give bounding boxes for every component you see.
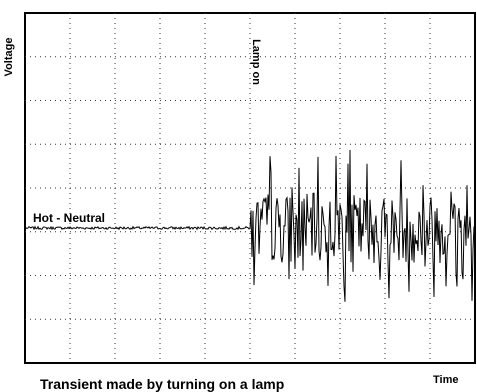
chart-title: Transient made by turning on a lamp [40, 376, 284, 392]
x-axis-label: Time [433, 374, 458, 386]
series-line-hot-neutral [25, 149, 475, 302]
series-label-hot-neutral: Hot - Neutral [33, 211, 105, 225]
trace-line [25, 149, 475, 302]
y-axis-label: Voltage [3, 38, 15, 77]
event-annotation: Lamp on [250, 39, 262, 85]
